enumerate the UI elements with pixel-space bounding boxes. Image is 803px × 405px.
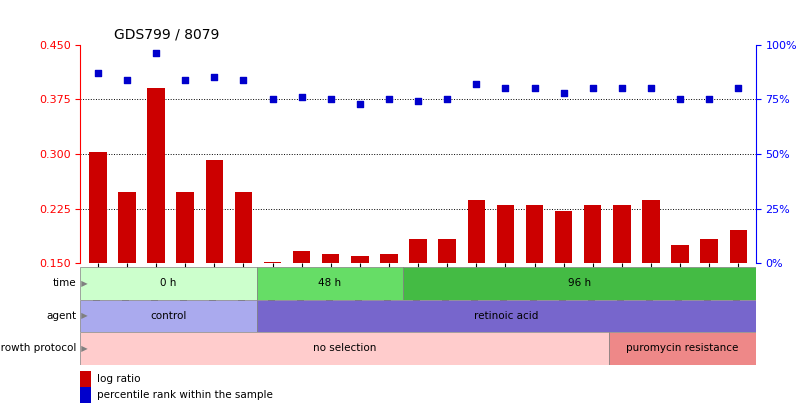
- Bar: [234, 192, 252, 373]
- Point: [178, 76, 191, 83]
- Bar: [206, 160, 222, 373]
- Bar: [263, 262, 281, 373]
- Bar: [118, 192, 136, 373]
- Text: 96 h: 96 h: [567, 279, 590, 288]
- Bar: [80, 387, 91, 403]
- Bar: [642, 200, 659, 373]
- Text: agent: agent: [47, 311, 76, 321]
- Bar: [525, 205, 543, 373]
- Text: retinoic acid: retinoic acid: [474, 311, 538, 321]
- Text: log ratio: log ratio: [97, 374, 141, 384]
- Text: time: time: [53, 279, 76, 288]
- Bar: [322, 254, 339, 373]
- Point: [266, 96, 279, 102]
- Text: 0 h: 0 h: [160, 279, 177, 288]
- Point: [469, 81, 482, 87]
- Point: [149, 50, 162, 57]
- Point: [614, 85, 627, 92]
- Point: [208, 74, 221, 81]
- Text: control: control: [150, 311, 186, 321]
- Bar: [147, 88, 165, 373]
- Text: 48 h: 48 h: [318, 279, 341, 288]
- Bar: [380, 254, 397, 373]
- Point: [411, 98, 424, 104]
- Point: [731, 85, 744, 92]
- Point: [382, 96, 395, 102]
- Bar: [438, 239, 455, 373]
- FancyBboxPatch shape: [80, 332, 608, 364]
- Bar: [728, 230, 746, 373]
- Bar: [699, 239, 717, 373]
- Point: [440, 96, 453, 102]
- Text: ▶: ▶: [76, 311, 88, 320]
- Bar: [292, 251, 310, 373]
- FancyBboxPatch shape: [403, 267, 755, 300]
- Bar: [80, 371, 91, 387]
- Point: [120, 76, 133, 83]
- Point: [324, 96, 336, 102]
- Point: [295, 94, 308, 100]
- Bar: [467, 200, 484, 373]
- Point: [237, 76, 250, 83]
- Point: [644, 85, 657, 92]
- Text: GDS799 / 8079: GDS799 / 8079: [114, 28, 219, 42]
- Point: [673, 96, 686, 102]
- Point: [353, 100, 366, 107]
- Bar: [613, 205, 630, 373]
- FancyBboxPatch shape: [80, 267, 256, 300]
- Text: growth protocol: growth protocol: [0, 343, 76, 353]
- Point: [585, 85, 598, 92]
- Bar: [496, 205, 513, 373]
- FancyBboxPatch shape: [608, 332, 755, 364]
- Text: no selection: no selection: [312, 343, 376, 353]
- Text: ▶: ▶: [76, 344, 88, 353]
- FancyBboxPatch shape: [80, 300, 256, 332]
- Text: puromycin resistance: puromycin resistance: [626, 343, 738, 353]
- Text: ▶: ▶: [76, 279, 88, 288]
- Point: [92, 70, 104, 76]
- Bar: [351, 256, 368, 373]
- Bar: [409, 239, 426, 373]
- FancyBboxPatch shape: [256, 267, 403, 300]
- Bar: [89, 152, 107, 373]
- FancyBboxPatch shape: [256, 300, 755, 332]
- Bar: [583, 205, 601, 373]
- Text: percentile rank within the sample: percentile rank within the sample: [97, 390, 273, 400]
- Point: [556, 90, 569, 96]
- Point: [702, 96, 715, 102]
- Bar: [176, 192, 194, 373]
- Point: [528, 85, 540, 92]
- Bar: [554, 211, 572, 373]
- Point: [499, 85, 512, 92]
- Bar: [671, 245, 688, 373]
